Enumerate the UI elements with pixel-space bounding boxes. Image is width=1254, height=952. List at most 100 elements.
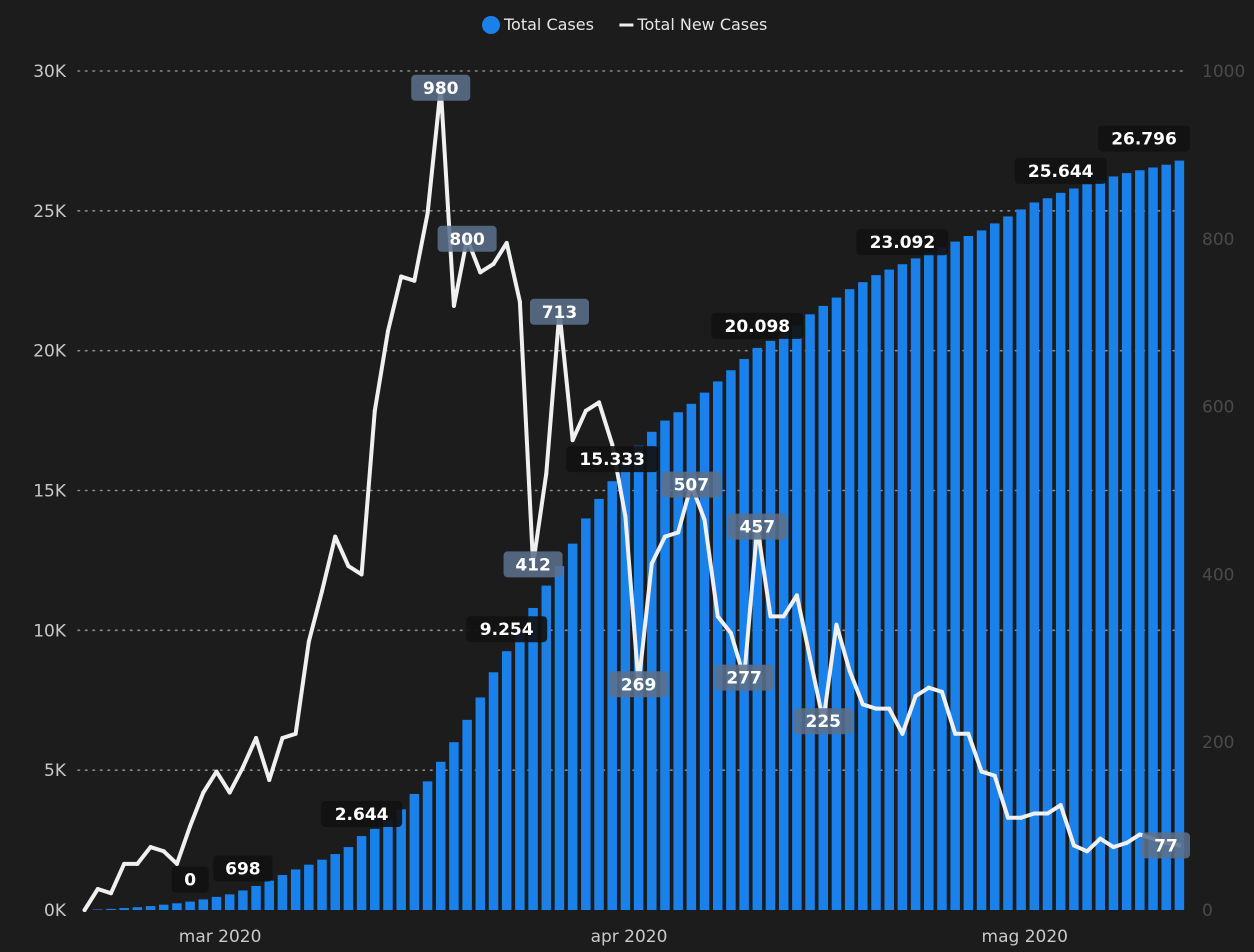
point-total-new-cases — [240, 765, 245, 770]
bar-total-cases[interactable] — [119, 908, 129, 910]
bar-total-cases[interactable] — [831, 297, 842, 910]
bar-total-cases[interactable] — [805, 314, 815, 910]
bar-total-cases[interactable] — [765, 340, 776, 911]
bar-total-cases[interactable] — [396, 809, 406, 910]
point-total-new-cases — [280, 736, 285, 741]
point-total-new-cases — [1111, 845, 1116, 850]
bar-total-cases[interactable] — [515, 630, 525, 910]
bar-total-cases[interactable] — [1055, 192, 1066, 910]
bar-total-cases[interactable] — [343, 847, 354, 910]
bar-total-cases[interactable] — [858, 282, 868, 911]
bar-total-cases[interactable] — [449, 742, 459, 910]
bar-total-cases[interactable] — [541, 585, 552, 910]
bar-total-cases[interactable] — [185, 901, 195, 910]
bar-total-cases[interactable] — [290, 869, 301, 910]
bar-total-cases[interactable] — [950, 241, 960, 910]
bar-total-cases[interactable] — [752, 347, 763, 911]
bar-total-cases[interactable] — [1069, 188, 1079, 910]
bar-total-cases[interactable] — [792, 325, 802, 910]
bar-total-cases[interactable] — [409, 793, 420, 910]
bar-total-cases[interactable] — [422, 781, 433, 910]
bar-total-cases[interactable] — [660, 420, 670, 910]
bar-total-cases[interactable] — [93, 909, 103, 910]
bar-total-cases[interactable] — [989, 223, 1000, 910]
bar-total-cases[interactable] — [1082, 184, 1092, 910]
bar-total-cases[interactable] — [1029, 202, 1040, 910]
bar-total-cases[interactable] — [435, 761, 446, 910]
data-label-text: 507 — [674, 476, 710, 496]
bar-total-cases[interactable] — [594, 498, 604, 910]
bar-total-cases[interactable] — [844, 289, 855, 910]
bar-total-cases[interactable] — [1016, 209, 1026, 910]
bar-total-cases[interactable] — [897, 264, 908, 910]
bar-total-cases[interactable] — [581, 518, 591, 910]
legend-item[interactable]: Total New Cases — [619, 15, 767, 34]
bar-total-cases[interactable] — [198, 899, 209, 910]
bar-total-cases[interactable] — [1161, 164, 1171, 910]
bar-total-cases[interactable] — [554, 566, 565, 910]
bar-total-cases[interactable] — [884, 269, 894, 910]
data-label: 25.644 — [1014, 157, 1107, 184]
bar-total-cases[interactable] — [330, 854, 340, 910]
bar-total-cases[interactable] — [277, 875, 288, 910]
bar-total-cases[interactable] — [304, 864, 314, 910]
bar-total-cases[interactable] — [172, 903, 182, 910]
bar-total-cases[interactable] — [1135, 170, 1145, 910]
bar-total-cases[interactable] — [106, 908, 116, 910]
bar-total-cases[interactable] — [251, 885, 261, 910]
bar-total-cases[interactable] — [937, 247, 947, 910]
bar-total-cases[interactable] — [1042, 198, 1053, 910]
point-total-new-cases — [1124, 840, 1129, 845]
bar-total-cases[interactable] — [924, 252, 934, 911]
data-label-box — [503, 551, 563, 578]
bar-total-cases[interactable] — [963, 236, 974, 911]
bar-total-cases[interactable] — [238, 890, 248, 910]
bar-total-cases[interactable] — [871, 275, 881, 910]
bar-total-cases[interactable] — [475, 697, 486, 910]
bar-total-cases[interactable] — [686, 403, 697, 910]
bar-total-cases[interactable] — [1121, 173, 1132, 910]
point-total-new-cases — [1019, 815, 1024, 820]
bar-total-cases[interactable] — [317, 859, 327, 910]
bar-total-cases[interactable] — [370, 828, 380, 910]
bar-total-cases[interactable] — [224, 894, 235, 910]
bar-total-cases[interactable] — [132, 907, 143, 910]
data-label-text: 800 — [449, 230, 485, 250]
bar-total-cases[interactable] — [383, 820, 393, 910]
y-right-tick-label: 400 — [1202, 565, 1234, 585]
bar-total-cases[interactable] — [356, 836, 367, 910]
bar-total-cases[interactable] — [1148, 167, 1158, 911]
point-total-new-cases — [174, 861, 179, 866]
legend[interactable]: Total Cases Total New Cases — [482, 15, 767, 34]
point-total-new-cases — [425, 211, 430, 216]
legend-label: Total Cases — [503, 15, 594, 34]
bar-total-cases[interactable] — [1095, 180, 1106, 910]
bar-total-cases[interactable] — [778, 333, 789, 910]
data-label: 980 — [411, 74, 471, 101]
bar-total-cases[interactable] — [462, 719, 472, 910]
bar-total-cases[interactable] — [647, 431, 657, 910]
bar-total-cases[interactable] — [1108, 176, 1119, 910]
bar-total-cases[interactable] — [1174, 160, 1185, 910]
bar-total-cases[interactable] — [712, 381, 723, 910]
bar-total-cases[interactable] — [739, 359, 749, 911]
line-total-new-cases[interactable] — [82, 85, 1182, 912]
bar-total-cases[interactable] — [673, 412, 683, 910]
bar-total-cases[interactable] — [501, 651, 512, 910]
data-label: 9.254 — [466, 616, 548, 643]
bar-total-cases[interactable] — [211, 896, 222, 910]
bar-total-cases[interactable] — [818, 305, 829, 910]
bar-total-cases[interactable] — [145, 906, 156, 910]
bar-total-cases[interactable] — [1003, 216, 1013, 911]
bar-total-cases[interactable] — [699, 392, 710, 910]
bar-total-cases[interactable] — [528, 607, 538, 910]
point-total-new-cases — [95, 887, 100, 892]
bar-total-cases[interactable] — [567, 543, 578, 910]
bar-total-cases[interactable] — [910, 258, 921, 910]
bar-total-cases[interactable] — [976, 230, 987, 910]
legend-item[interactable]: Total Cases — [482, 15, 594, 34]
bar-total-cases[interactable] — [158, 904, 169, 910]
point-total-new-cases — [333, 534, 338, 539]
bar-total-cases[interactable] — [488, 672, 499, 910]
bar-total-cases[interactable] — [264, 880, 275, 910]
